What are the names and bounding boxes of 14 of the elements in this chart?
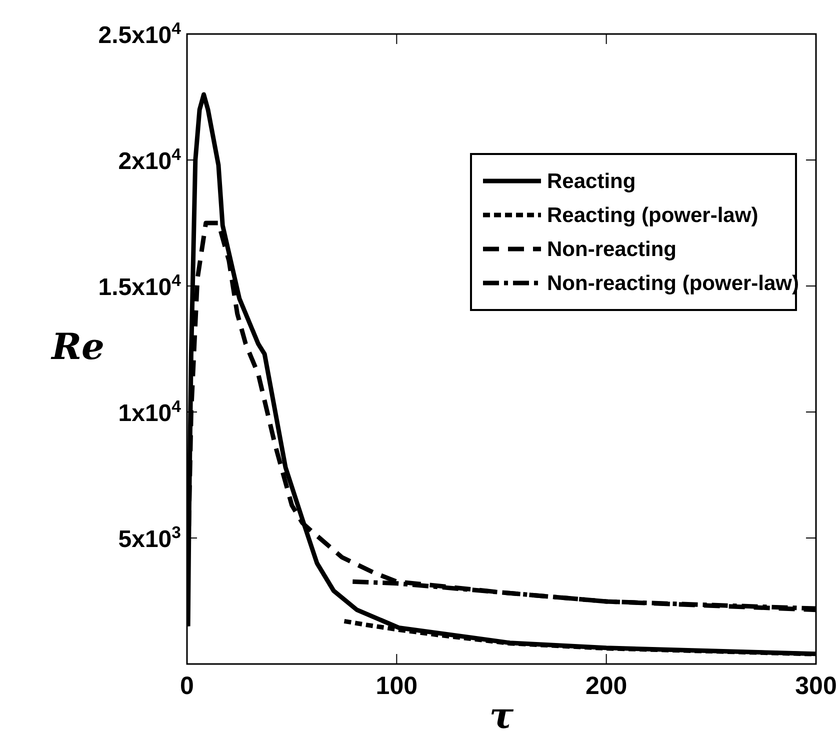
x-tick-label: 100	[376, 672, 418, 700]
y-tick-label: 2.5x10$^{4}$	[98, 18, 182, 49]
x-tick-label: 200	[585, 672, 628, 700]
legend-label: Reacting	[547, 170, 636, 193]
x-tick-label: 0	[180, 672, 194, 700]
y-tick-label: 2x10$^{4}$	[118, 144, 182, 175]
y-tick-label: 5x10$^{3}$	[118, 522, 181, 553]
y-tick-label: 1.5x10$^{4}$	[98, 270, 182, 301]
legend-label: Reacting (power-law)	[547, 204, 758, 227]
y-axis-title: Re	[50, 326, 104, 368]
x-tick-label: 300	[795, 672, 837, 700]
x-axis-title: τ	[489, 695, 514, 737]
y-tick-label: 1x10$^{4}$	[118, 396, 182, 427]
legend-label: Non-reacting	[547, 238, 677, 261]
